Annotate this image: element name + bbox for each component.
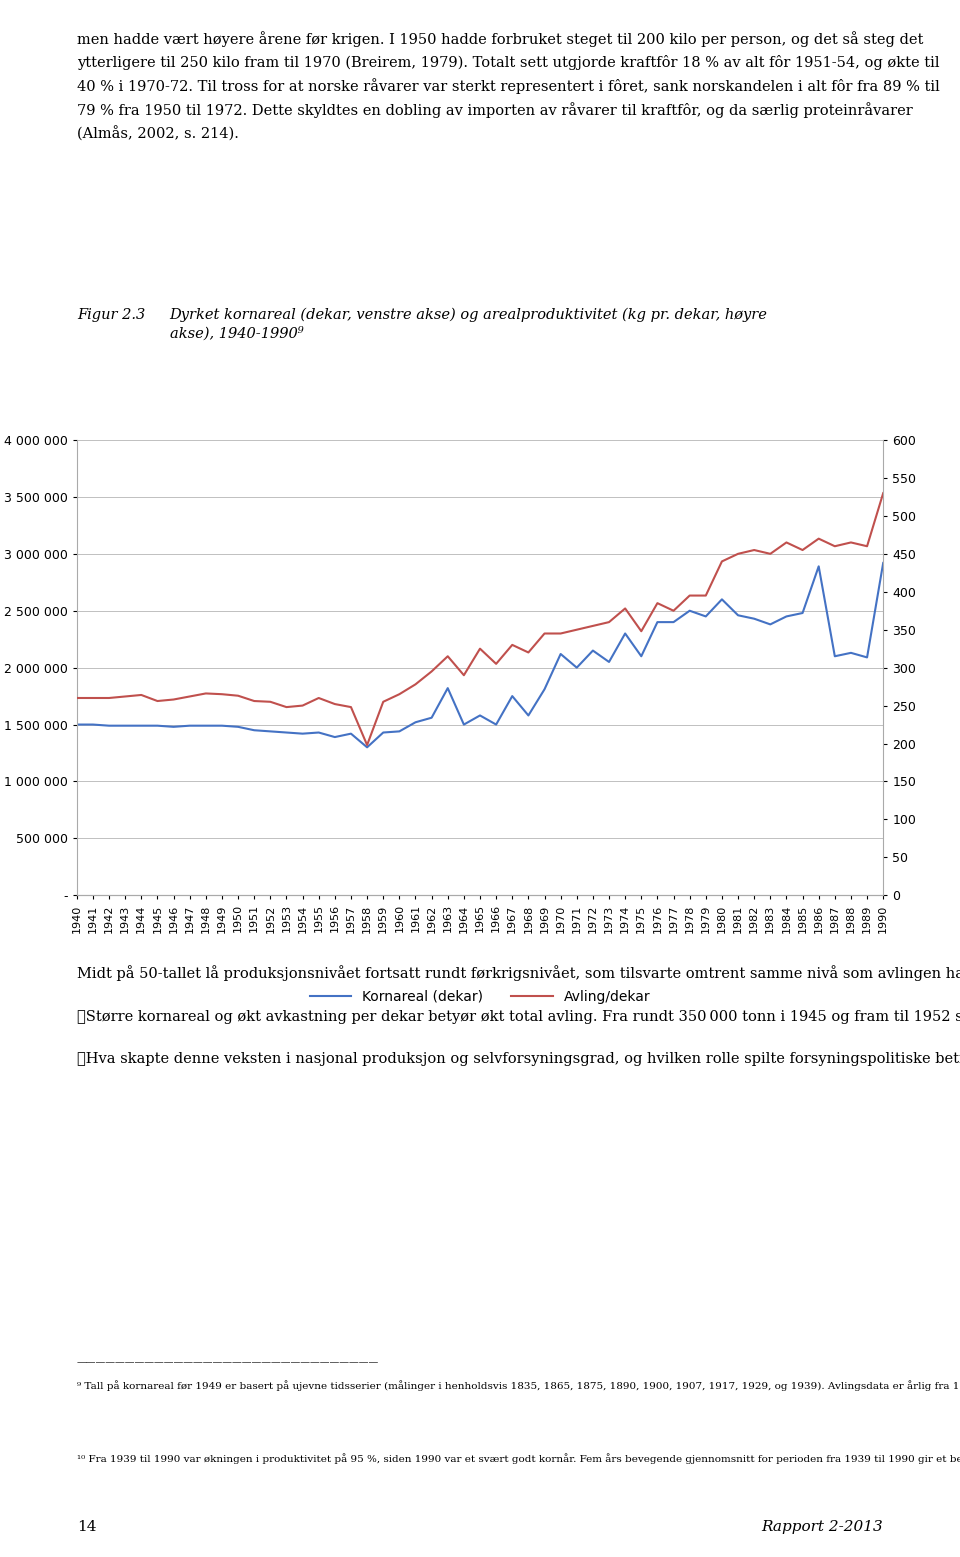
Kornareal (dekar) [329,727,341,746]
Text: ———————————————————————————————: ——————————————————————————————— [77,1358,379,1367]
Avling/dekar [249,691,260,710]
Legend: Kornareal (dekar), Avling/dekar: Kornareal (dekar), Avling/dekar [304,984,656,1009]
Kornareal (dekar) [668,613,680,632]
Avling/dekar [313,688,324,707]
Avling/dekar [877,484,889,503]
Avling/dekar [329,694,341,713]
Kornareal (dekar) [71,715,83,733]
Text: Figur 2.3: Figur 2.3 [77,308,145,322]
Text: Dyrket kornareal (dekar, venstre akse) og arealproduktivitet (kg pr. dekar, høyr: Dyrket kornareal (dekar, venstre akse) o… [170,308,767,341]
Text: ¹⁰ Fra 1939 til 1990 var økningen i produktivitet på 95 %, siden 1990 var et svæ: ¹⁰ Fra 1939 til 1990 var økningen i prod… [77,1453,960,1464]
Line: Avling/dekar: Avling/dekar [77,494,883,746]
Kornareal (dekar) [361,738,372,757]
Avling/dekar [861,537,873,556]
Avling/dekar [71,688,83,707]
Line: Kornareal (dekar): Kornareal (dekar) [77,564,883,747]
Kornareal (dekar) [619,624,631,643]
Text: men hadde vært høyere årene før krigen. I 1950 hadde forbruket steget til 200 ki: men hadde vært høyere årene før krigen. … [77,31,940,142]
Kornareal (dekar) [877,554,889,573]
Text: Rapport 2-2013: Rapport 2-2013 [761,1520,883,1534]
Text: Midt på 50-tallet lå produksjonsnivået fortsatt rundt førkrigsnivået, som tilsva: Midt på 50-tallet lå produksjonsnivået f… [77,965,960,1067]
Kornareal (dekar) [861,648,873,666]
Text: 14: 14 [77,1520,96,1534]
Avling/dekar [619,599,631,618]
Kornareal (dekar) [313,722,324,741]
Avling/dekar [361,736,372,755]
Text: ⁹ Tall på kornareal før 1949 er basert på ujevne tidsserier (målinger i henholds: ⁹ Tall på kornareal før 1949 er basert p… [77,1380,960,1390]
Kornareal (dekar) [249,721,260,740]
Avling/dekar [668,601,680,620]
